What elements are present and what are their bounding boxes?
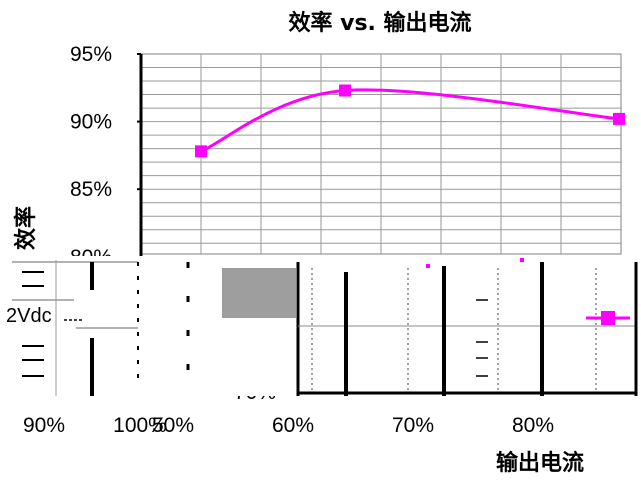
fragment-panel-left: 2Vdc — [6, 260, 190, 396]
x-axis-label: 输出电流 — [496, 450, 584, 476]
x-tick-label-fragment: 90% — [23, 414, 65, 437]
gridlines — [141, 54, 621, 254]
chart-title: 效率 vs. 输出电流 — [288, 10, 471, 36]
plot-area — [139, 53, 625, 258]
x-tick-label-fragment: 100% — [113, 414, 167, 437]
y-axis-label: 效率 — [13, 206, 39, 250]
y-tick-label: 85% — [70, 178, 112, 201]
series-line — [200, 88, 620, 153]
x-tick-label: 80% — [512, 414, 554, 437]
x-tick-label: 50% — [152, 414, 194, 437]
y-tick-label: 90% — [70, 111, 112, 134]
data-point — [195, 145, 207, 158]
x-tick-labels: 50% 60% 70% 80% — [152, 414, 554, 437]
x-tick-label: 70% — [392, 414, 434, 437]
overlay-band: 2Vdc — [0, 256, 641, 396]
occluder-block — [222, 268, 296, 318]
y-tick-label: 95% — [70, 43, 112, 66]
series-layer — [195, 84, 625, 158]
x-tick-label: 60% — [272, 414, 314, 437]
fragment-panel-right — [296, 258, 638, 396]
x-tick-labels-fragment: 90% 100% — [23, 414, 167, 437]
data-point — [339, 84, 351, 97]
data-point — [613, 112, 625, 125]
legend-series-marker — [586, 311, 630, 325]
legend-fragment-left: 2Vdc — [6, 305, 52, 327]
